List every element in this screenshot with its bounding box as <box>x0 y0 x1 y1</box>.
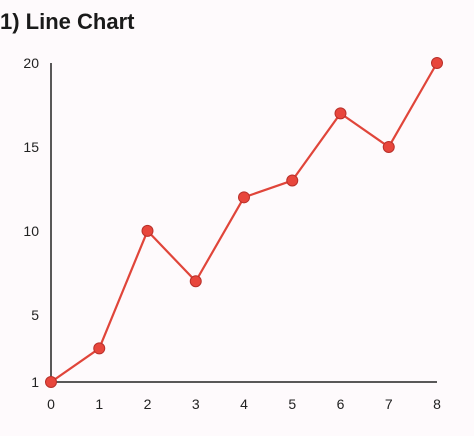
x-tick-label: 4 <box>240 396 248 412</box>
x-tick-label: 1 <box>95 396 103 412</box>
data-point <box>286 174 299 187</box>
series-line <box>50 62 438 383</box>
x-tick-label: 7 <box>385 396 393 412</box>
data-point <box>93 342 106 355</box>
y-tick-label: 5 <box>31 307 39 323</box>
data-point <box>141 224 154 237</box>
y-tick-label: 10 <box>23 223 39 239</box>
x-tick-label: 0 <box>47 396 55 412</box>
series-layer <box>45 57 443 388</box>
x-tick-label: 8 <box>433 396 441 412</box>
data-point <box>382 140 395 153</box>
x-tick-label: 5 <box>288 396 296 412</box>
data-point <box>334 107 347 120</box>
y-tick-label: 15 <box>23 139 39 155</box>
data-point <box>189 275 202 288</box>
data-point <box>45 376 57 388</box>
x-tick-label: 2 <box>144 396 152 412</box>
y-tick-label: 20 <box>23 55 39 71</box>
x-tick-label: 3 <box>192 396 200 412</box>
data-point <box>238 191 250 204</box>
chart-title: 1) Line Chart <box>0 9 135 34</box>
axes <box>50 63 437 383</box>
data-point <box>431 57 443 69</box>
y-tick-label: 1 <box>31 374 39 390</box>
x-tick-label: 6 <box>337 396 345 412</box>
